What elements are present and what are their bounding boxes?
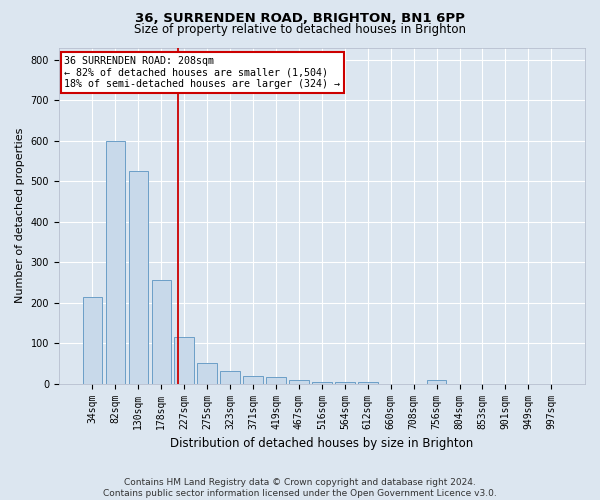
Bar [289,380,308,384]
Text: Contains HM Land Registry data © Crown copyright and database right 2024.
Contai: Contains HM Land Registry data © Crown c… [103,478,497,498]
Text: 36, SURRENDEN ROAD, BRIGHTON, BN1 6PP: 36, SURRENDEN ROAD, BRIGHTON, BN1 6PP [135,12,465,26]
Text: Size of property relative to detached houses in Brighton: Size of property relative to detached ho… [134,22,466,36]
Bar [128,171,148,384]
Bar [197,362,217,384]
Bar [220,370,240,384]
Bar [83,296,102,384]
Bar [312,382,332,384]
Bar [106,140,125,384]
X-axis label: Distribution of detached houses by size in Brighton: Distribution of detached houses by size … [170,437,473,450]
Bar [358,382,377,384]
Bar [175,337,194,384]
Bar [244,376,263,384]
Bar [335,382,355,384]
Bar [266,377,286,384]
Bar [427,380,446,384]
Y-axis label: Number of detached properties: Number of detached properties [15,128,25,304]
Text: 36 SURRENDEN ROAD: 208sqm
← 82% of detached houses are smaller (1,504)
18% of se: 36 SURRENDEN ROAD: 208sqm ← 82% of detac… [64,56,340,89]
Bar [152,280,171,384]
